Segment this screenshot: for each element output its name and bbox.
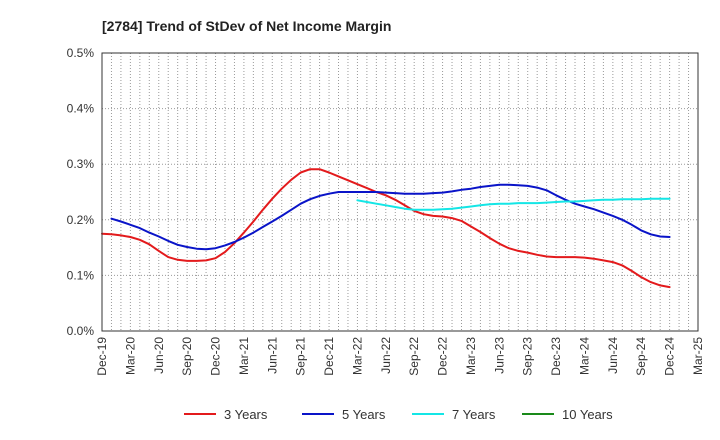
x-tick-label: Jun-21 bbox=[265, 337, 279, 374]
x-tick-label: Sep-23 bbox=[521, 337, 535, 376]
x-tick-label: Jun-23 bbox=[492, 337, 506, 374]
x-tick-label: Mar-23 bbox=[464, 337, 478, 375]
grid bbox=[102, 53, 698, 331]
y-tick-label: 0.3% bbox=[67, 157, 95, 171]
plot-area bbox=[101, 52, 699, 332]
series-line bbox=[110, 183, 671, 251]
x-tick-label: Sep-20 bbox=[180, 337, 194, 376]
legend-label: 10 Years bbox=[562, 407, 613, 422]
x-tick-label: Dec-22 bbox=[436, 337, 450, 376]
legend: 3 Years 5 Years 7 Years 10 Years bbox=[184, 407, 613, 422]
x-tick-label: Jun-22 bbox=[379, 337, 393, 374]
y-tick-label: 0.0% bbox=[67, 324, 95, 338]
x-tick-label: Mar-22 bbox=[350, 337, 364, 375]
x-tick-label: Jun-20 bbox=[152, 337, 166, 374]
plot-frame bbox=[101, 52, 699, 332]
x-tick-label: Sep-22 bbox=[407, 337, 421, 376]
y-tick-label: 0.5% bbox=[67, 46, 95, 60]
x-tick-label: Sep-24 bbox=[634, 337, 648, 376]
y-tick-label: 0.4% bbox=[67, 102, 95, 116]
legend-label: 5 Years bbox=[342, 407, 386, 422]
y-axis-ticks: 0.0% 0.1% 0.2% 0.3% 0.4% 0.5% bbox=[67, 46, 95, 338]
x-tick-label: Dec-20 bbox=[209, 337, 223, 376]
plot-background bbox=[102, 53, 698, 331]
x-tick-label: Sep-21 bbox=[294, 337, 308, 376]
series-line bbox=[101, 168, 671, 289]
x-tick-label: Mar-24 bbox=[577, 337, 591, 375]
x-tick-label: Dec-19 bbox=[95, 337, 109, 376]
x-tick-label: Jun-24 bbox=[606, 337, 620, 374]
x-tick-label: Dec-24 bbox=[663, 337, 677, 376]
x-tick-label: Dec-23 bbox=[549, 337, 563, 376]
series-line bbox=[356, 197, 671, 211]
y-tick-label: 0.2% bbox=[67, 213, 95, 227]
x-axis-ticks: Dec-19 Mar-20 Jun-20 Sep-20 Dec-20 Mar-21 Jun-… bbox=[95, 337, 705, 376]
legend-label: 7 Years bbox=[452, 407, 496, 422]
x-tick-label: Mar-21 bbox=[237, 337, 251, 375]
x-tick-label: Mar-25 bbox=[691, 337, 705, 375]
legend-label: 3 Years bbox=[224, 407, 268, 422]
series-layer bbox=[101, 168, 671, 289]
chart-title: [2784] Trend of StDev of Net Income Marg… bbox=[102, 18, 391, 34]
y-tick-label: 0.1% bbox=[67, 268, 95, 282]
x-tick-label: Mar-20 bbox=[123, 337, 137, 375]
x-tick-label: Dec-21 bbox=[322, 337, 336, 376]
